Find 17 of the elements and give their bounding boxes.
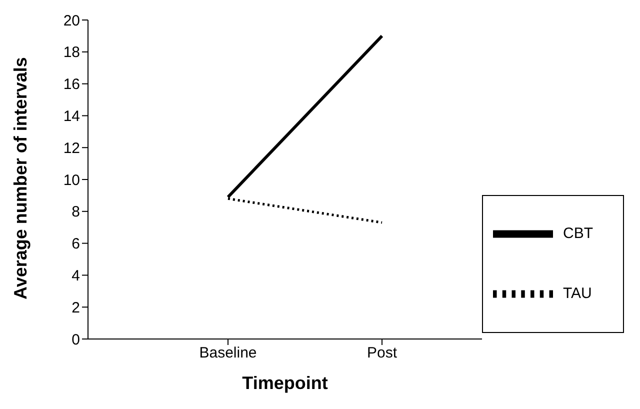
legend-label: CBT xyxy=(563,224,593,242)
y-tick-label: 2 xyxy=(72,299,80,316)
y-tick-label: 12 xyxy=(63,140,80,157)
y-tick-label: 18 xyxy=(63,44,80,62)
x-axis-title: Timepoint xyxy=(242,373,328,393)
y-tick-label: 20 xyxy=(63,12,80,30)
y-tick-label: 0 xyxy=(72,331,80,348)
y-tick-label: 4 xyxy=(72,268,80,285)
y-tick-label: 14 xyxy=(63,108,80,126)
y-tick-label: 10 xyxy=(63,172,80,189)
y-tick-label: 16 xyxy=(63,76,80,94)
y-axis-title: Average number of intervals xyxy=(10,57,30,300)
x-tick-label: Baseline xyxy=(199,344,257,362)
y-tick-label: 8 xyxy=(72,204,80,221)
legend-label: TAU xyxy=(563,284,592,302)
y-tick-label: 6 xyxy=(72,236,80,253)
x-tick-label: Post xyxy=(366,344,398,362)
